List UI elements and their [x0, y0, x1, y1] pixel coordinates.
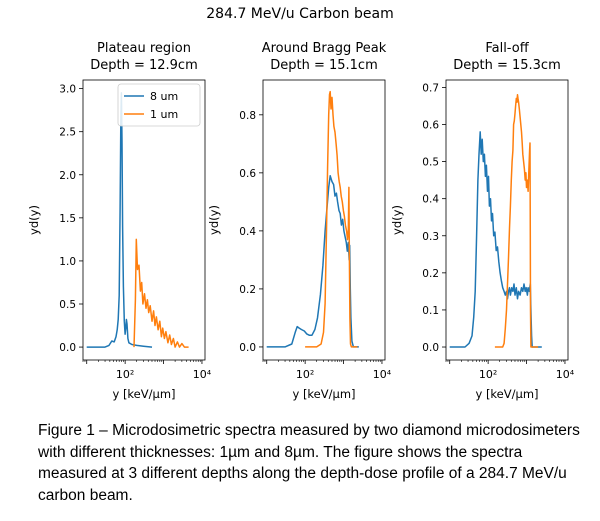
series-line-1um — [494, 94, 539, 348]
y-tick-label: 3.0 — [59, 84, 76, 96]
figure-suptitle: 284.7 MeV/u Carbon beam — [206, 6, 394, 22]
y-tick-label: 0.0 — [422, 342, 439, 354]
y-tick-label: 0.3 — [422, 231, 439, 243]
y-tick-label: 0.6 — [239, 168, 256, 180]
series-line-1um — [133, 238, 189, 348]
panel-title: Around Bragg Peak — [262, 41, 387, 56]
y-tick-label: 0.0 — [239, 342, 256, 354]
legend-label: 1 um — [150, 108, 178, 121]
legend-box — [117, 83, 201, 127]
legend-label: 8 um — [150, 90, 178, 103]
x-axis-label: y [keV/µm] — [475, 387, 538, 401]
panel-title: Fall-off — [485, 41, 529, 56]
plots-svg: Plateau region Depth = 12.9cm 0.0 0.5 1.0 1.5… — [27, 41, 575, 401]
x-tick-label: 10² — [116, 368, 134, 381]
x-tick-label: 10⁴ — [556, 368, 575, 381]
axes-frame — [262, 79, 386, 361]
y-tick-label: 0.4 — [422, 194, 439, 206]
y-tick-label: 0.6 — [422, 120, 439, 132]
y-tick-label: 2.0 — [59, 170, 76, 182]
y-tick-label: 0.8 — [239, 110, 256, 122]
y-tick-label: 1.0 — [59, 256, 76, 268]
x-tick-label: 10² — [296, 368, 314, 381]
figure: 284.7 MeV/u Carbon beam Plateau region De… — [27, 6, 575, 401]
figure-caption: Figure 1 – Microdosimetric spectra measu… — [38, 422, 580, 504]
x-tick-label: 10⁴ — [373, 368, 392, 381]
y-axis-label: yd(y) — [27, 205, 41, 235]
panel-subtitle: Depth = 12.9cm — [90, 58, 198, 73]
y-tick-label: 2.5 — [59, 127, 76, 139]
y-axis-label: yd(y) — [207, 205, 221, 235]
series-line-8um — [86, 92, 153, 348]
series-line-8um — [266, 175, 359, 348]
y-axis-label: yd(y) — [390, 205, 404, 235]
y-tick-label: 0.4 — [239, 226, 256, 238]
y-tick-label: 0.2 — [239, 284, 256, 296]
x-axis-label: y [keV/µm] — [292, 387, 355, 401]
x-tick-label: 10⁴ — [193, 368, 212, 381]
panel-subtitle: Depth = 15.1cm — [270, 58, 378, 73]
axes-frame — [82, 79, 206, 361]
panel-title: Plateau region — [97, 41, 191, 56]
y-tick-label: 0.1 — [422, 305, 439, 317]
y-tick-label: 0.7 — [422, 82, 439, 94]
series-line-8um — [449, 131, 542, 348]
series-line-1um — [305, 90, 358, 348]
x-axis-label: y [keV/µm] — [112, 387, 175, 401]
y-tick-label: 1.5 — [59, 213, 76, 225]
y-tick-label: 0.2 — [422, 268, 439, 280]
y-tick-label: 0.5 — [422, 157, 439, 169]
x-tick-label: 10² — [479, 368, 497, 381]
axes-frame — [445, 79, 569, 361]
panel-subtitle: Depth = 15.3cm — [453, 58, 561, 73]
y-tick-label: 0.5 — [59, 299, 76, 311]
y-tick-label: 0.0 — [59, 342, 76, 354]
